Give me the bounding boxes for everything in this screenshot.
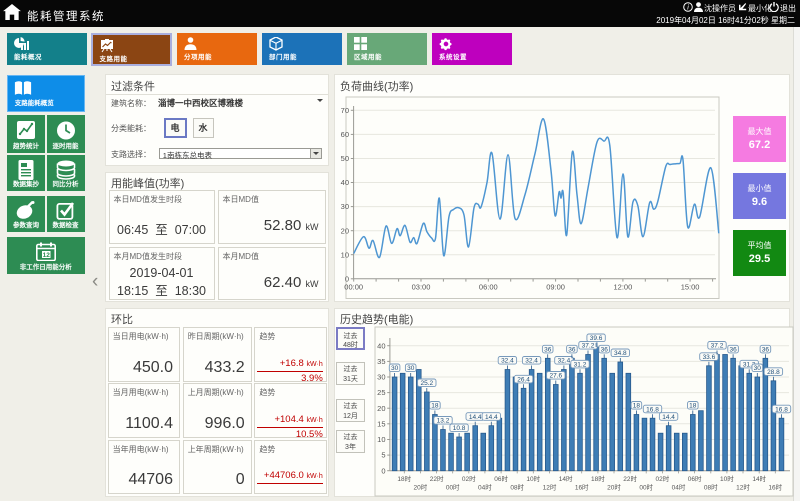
svg-text:0: 0 xyxy=(345,274,349,283)
svg-text:04时: 04时 xyxy=(672,483,686,492)
svg-text:00:00: 00:00 xyxy=(344,283,363,292)
svg-text:10: 10 xyxy=(377,435,385,444)
svg-text:5: 5 xyxy=(381,451,385,460)
svg-text:36: 36 xyxy=(544,346,552,353)
svg-text:22时: 22时 xyxy=(623,474,637,483)
svg-text:15: 15 xyxy=(377,419,385,428)
svg-text:30: 30 xyxy=(341,202,349,211)
svg-text:31.2: 31.2 xyxy=(743,361,756,368)
svg-text:10时: 10时 xyxy=(720,474,734,483)
svg-text:16.8: 16.8 xyxy=(646,406,659,413)
svg-text:12:00: 12:00 xyxy=(614,283,633,292)
svg-text:20: 20 xyxy=(341,226,349,235)
svg-text:13.2: 13.2 xyxy=(437,418,450,425)
svg-text:30: 30 xyxy=(754,365,762,372)
svg-text:09:00: 09:00 xyxy=(546,283,565,292)
svg-text:20时: 20时 xyxy=(414,483,428,492)
svg-text:06:00: 06:00 xyxy=(479,283,498,292)
svg-text:36: 36 xyxy=(762,346,770,353)
svg-text:36: 36 xyxy=(729,346,737,353)
svg-text:00时: 00时 xyxy=(446,483,460,492)
svg-text:16时: 16时 xyxy=(768,483,782,492)
svg-text:10时: 10时 xyxy=(526,474,540,483)
svg-text:03:00: 03:00 xyxy=(412,283,431,292)
svg-text:34.8: 34.8 xyxy=(614,350,627,357)
svg-text:02时: 02时 xyxy=(462,474,476,483)
svg-text:06时: 06时 xyxy=(688,474,702,483)
svg-text:25: 25 xyxy=(377,388,385,397)
svg-text:14.4: 14.4 xyxy=(662,414,675,421)
svg-text:26.4: 26.4 xyxy=(517,376,530,383)
svg-text:60: 60 xyxy=(341,130,349,139)
svg-text:10: 10 xyxy=(341,250,349,259)
svg-text:20: 20 xyxy=(377,404,385,413)
svg-text:39.6: 39.6 xyxy=(590,335,603,342)
svg-text:32.4: 32.4 xyxy=(525,358,538,365)
svg-text:36: 36 xyxy=(601,346,609,353)
svg-text:25.2: 25.2 xyxy=(420,380,433,387)
svg-text:16.8: 16.8 xyxy=(775,406,788,413)
svg-text:31.2: 31.2 xyxy=(574,361,587,368)
svg-text:10.8: 10.8 xyxy=(453,425,466,432)
svg-text:15:00: 15:00 xyxy=(681,283,700,292)
svg-text:12: 12 xyxy=(42,252,50,259)
svg-text:35: 35 xyxy=(377,357,385,366)
svg-text:22时: 22时 xyxy=(430,474,444,483)
svg-text:18: 18 xyxy=(689,403,697,410)
svg-text:37.2: 37.2 xyxy=(711,343,724,350)
svg-text:70: 70 xyxy=(341,106,349,115)
svg-text:40: 40 xyxy=(377,341,385,350)
svg-text:12时: 12时 xyxy=(543,483,557,492)
svg-text:00时: 00时 xyxy=(639,483,653,492)
svg-text:14.4: 14.4 xyxy=(485,414,498,421)
svg-text:02时: 02时 xyxy=(656,474,670,483)
svg-text:18时: 18时 xyxy=(397,474,411,483)
svg-text:50: 50 xyxy=(341,154,349,163)
svg-text:32.4: 32.4 xyxy=(558,358,571,365)
svg-text:18时: 18时 xyxy=(591,474,605,483)
svg-text:0: 0 xyxy=(381,466,385,475)
svg-text:30: 30 xyxy=(407,365,415,372)
svg-text:30: 30 xyxy=(391,365,399,372)
svg-text:20时: 20时 xyxy=(607,483,621,492)
svg-text:14时: 14时 xyxy=(559,474,573,483)
svg-text:i: i xyxy=(687,5,689,12)
svg-text:40: 40 xyxy=(341,178,349,187)
svg-text:32.4: 32.4 xyxy=(501,358,514,365)
svg-text:27.6: 27.6 xyxy=(549,373,562,380)
svg-text:04时: 04时 xyxy=(478,483,492,492)
svg-text:33.6: 33.6 xyxy=(703,354,716,361)
svg-text:12时: 12时 xyxy=(736,483,750,492)
svg-text:06时: 06时 xyxy=(494,474,508,483)
svg-text:18: 18 xyxy=(431,403,439,410)
svg-text:16时: 16时 xyxy=(575,483,589,492)
svg-text:08时: 08时 xyxy=(510,483,524,492)
svg-text:14.4: 14.4 xyxy=(469,414,482,421)
svg-text:14时: 14时 xyxy=(752,474,766,483)
svg-text:08时: 08时 xyxy=(704,483,718,492)
svg-text:28.8: 28.8 xyxy=(767,369,780,376)
svg-text:37.2: 37.2 xyxy=(582,343,595,350)
svg-text:30: 30 xyxy=(377,373,385,382)
svg-text:18: 18 xyxy=(633,403,641,410)
svg-text:36: 36 xyxy=(568,346,576,353)
